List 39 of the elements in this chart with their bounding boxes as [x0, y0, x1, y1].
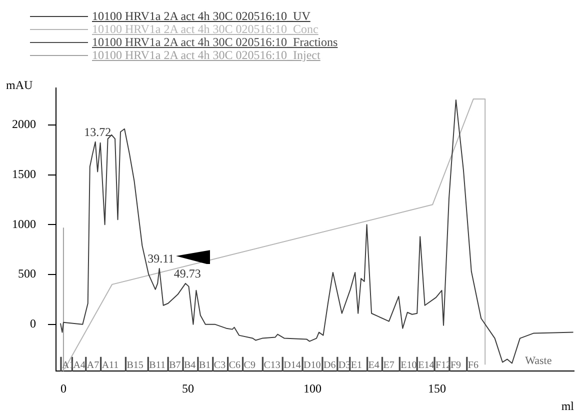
data-label: A11: [102, 360, 119, 371]
y-tick-label: 1500: [12, 166, 36, 181]
data-label: C3: [214, 360, 226, 371]
data-label: F9: [450, 360, 462, 371]
legend-label: 10100 HRV1a 2A act 4h 30C 020516:10_Inject: [92, 48, 320, 62]
data-label: B4: [184, 360, 196, 371]
data-label: C6: [228, 360, 241, 371]
legend-label: 10100 HRV1a 2A act 4h 30C 020516:10_UV: [92, 9, 310, 23]
data-label: D10: [304, 360, 321, 371]
data-label: B7: [169, 360, 181, 371]
y-tick-label: 1000: [12, 216, 36, 231]
data-label: B1: [198, 360, 211, 371]
y-tick-label: 2000: [12, 117, 36, 132]
y-tick-label: 500: [18, 266, 36, 281]
annotation: 49.73: [174, 266, 201, 281]
annotation: 39.11: [148, 252, 174, 266]
data-label: C9: [244, 360, 256, 371]
annotation: Waste: [525, 355, 552, 368]
data-label: B11: [149, 360, 166, 371]
y-tick-label: 0: [30, 316, 36, 330]
x-axis-title: ml: [561, 398, 575, 413]
data-label: A7: [86, 360, 100, 371]
data-label: E4: [368, 360, 380, 371]
y-axis-title: mAU: [6, 78, 33, 92]
data-label: C13: [264, 360, 280, 371]
data-label: E7: [383, 360, 394, 371]
data-label: F6: [468, 360, 478, 371]
data-label: E10: [400, 360, 417, 371]
data-label: E1: [350, 360, 362, 371]
data-label: D14: [284, 360, 301, 371]
data-label: B15: [126, 360, 144, 371]
x-tick-label: 100: [304, 382, 322, 396]
data-label: D6: [323, 360, 336, 371]
x-tick-label: 150: [428, 382, 446, 396]
x-tick-label: 50: [182, 382, 194, 396]
x-tick-label: 0: [60, 382, 66, 396]
annotation: 13.72: [84, 125, 112, 140]
legend-label: 10100 HRV1a 2A act 4h 30C 020516:10_Fractions: [92, 35, 338, 49]
legend-label: 10100 HRV1a 2A act 4h 30C 020516:10_Conc: [92, 22, 318, 36]
